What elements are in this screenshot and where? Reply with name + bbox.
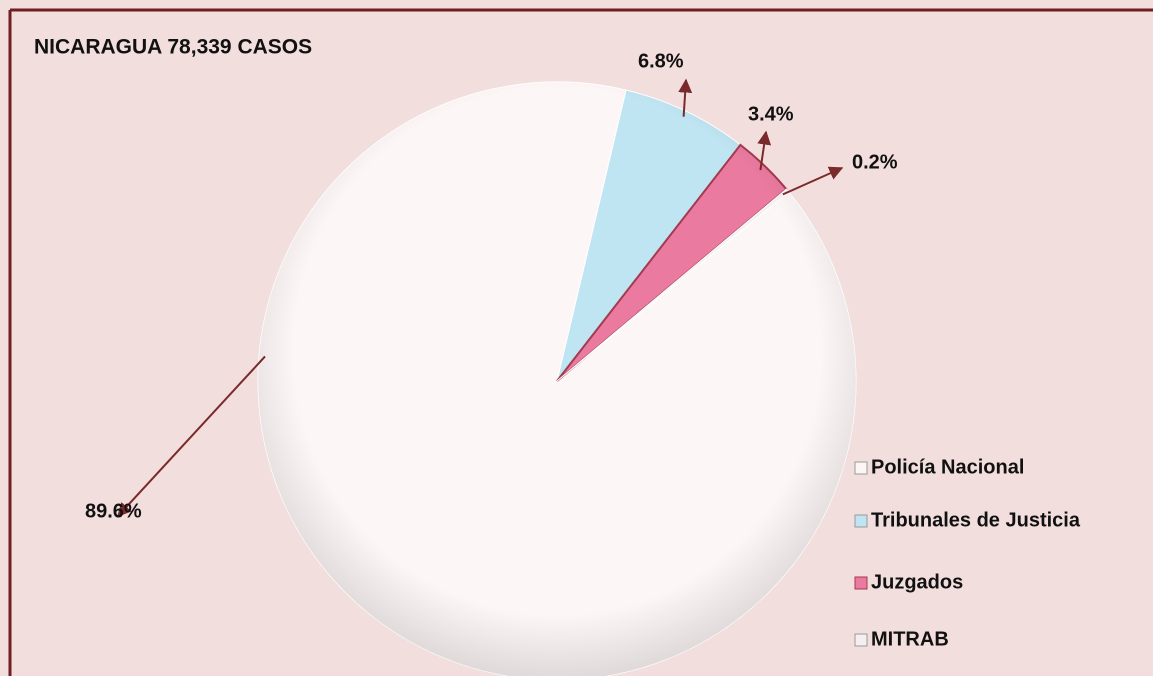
chart-title: NICARAGUA 78,339 CASOS — [34, 36, 312, 59]
legend-label: Tribunales de Justicia — [871, 509, 1081, 531]
legend-label: Juzgados — [871, 571, 963, 593]
pie-shade — [258, 82, 856, 676]
data-label: 6.8% — [638, 50, 684, 72]
label-arrow — [117, 355, 266, 518]
data-label: 0.2% — [852, 151, 898, 173]
data-label: 89.6% — [85, 500, 142, 522]
legend-swatch — [854, 633, 868, 647]
legend-swatch — [854, 461, 868, 475]
label-arrow — [782, 166, 844, 196]
legend-swatch — [854, 576, 868, 590]
legend-swatch — [854, 514, 868, 528]
data-label: 3.4% — [748, 103, 794, 125]
legend-label: MITRAB — [871, 628, 949, 650]
legend-label: Policía Nacional — [871, 456, 1024, 478]
